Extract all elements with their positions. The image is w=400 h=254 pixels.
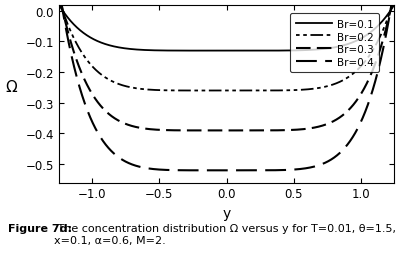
Text: Figure 7d:: Figure 7d: xyxy=(8,224,72,233)
Y-axis label: Ω: Ω xyxy=(6,79,17,94)
Legend: Br=0.1, Br=0.2, Br=0.3, Br=0.4: Br=0.1, Br=0.2, Br=0.3, Br=0.4 xyxy=(290,14,379,73)
X-axis label: y: y xyxy=(222,206,231,220)
Text: The concentration distribution Ω versus y for T=0.01, θ=1.5,
x=0.1, α=0.6, M=2.: The concentration distribution Ω versus … xyxy=(54,224,396,245)
